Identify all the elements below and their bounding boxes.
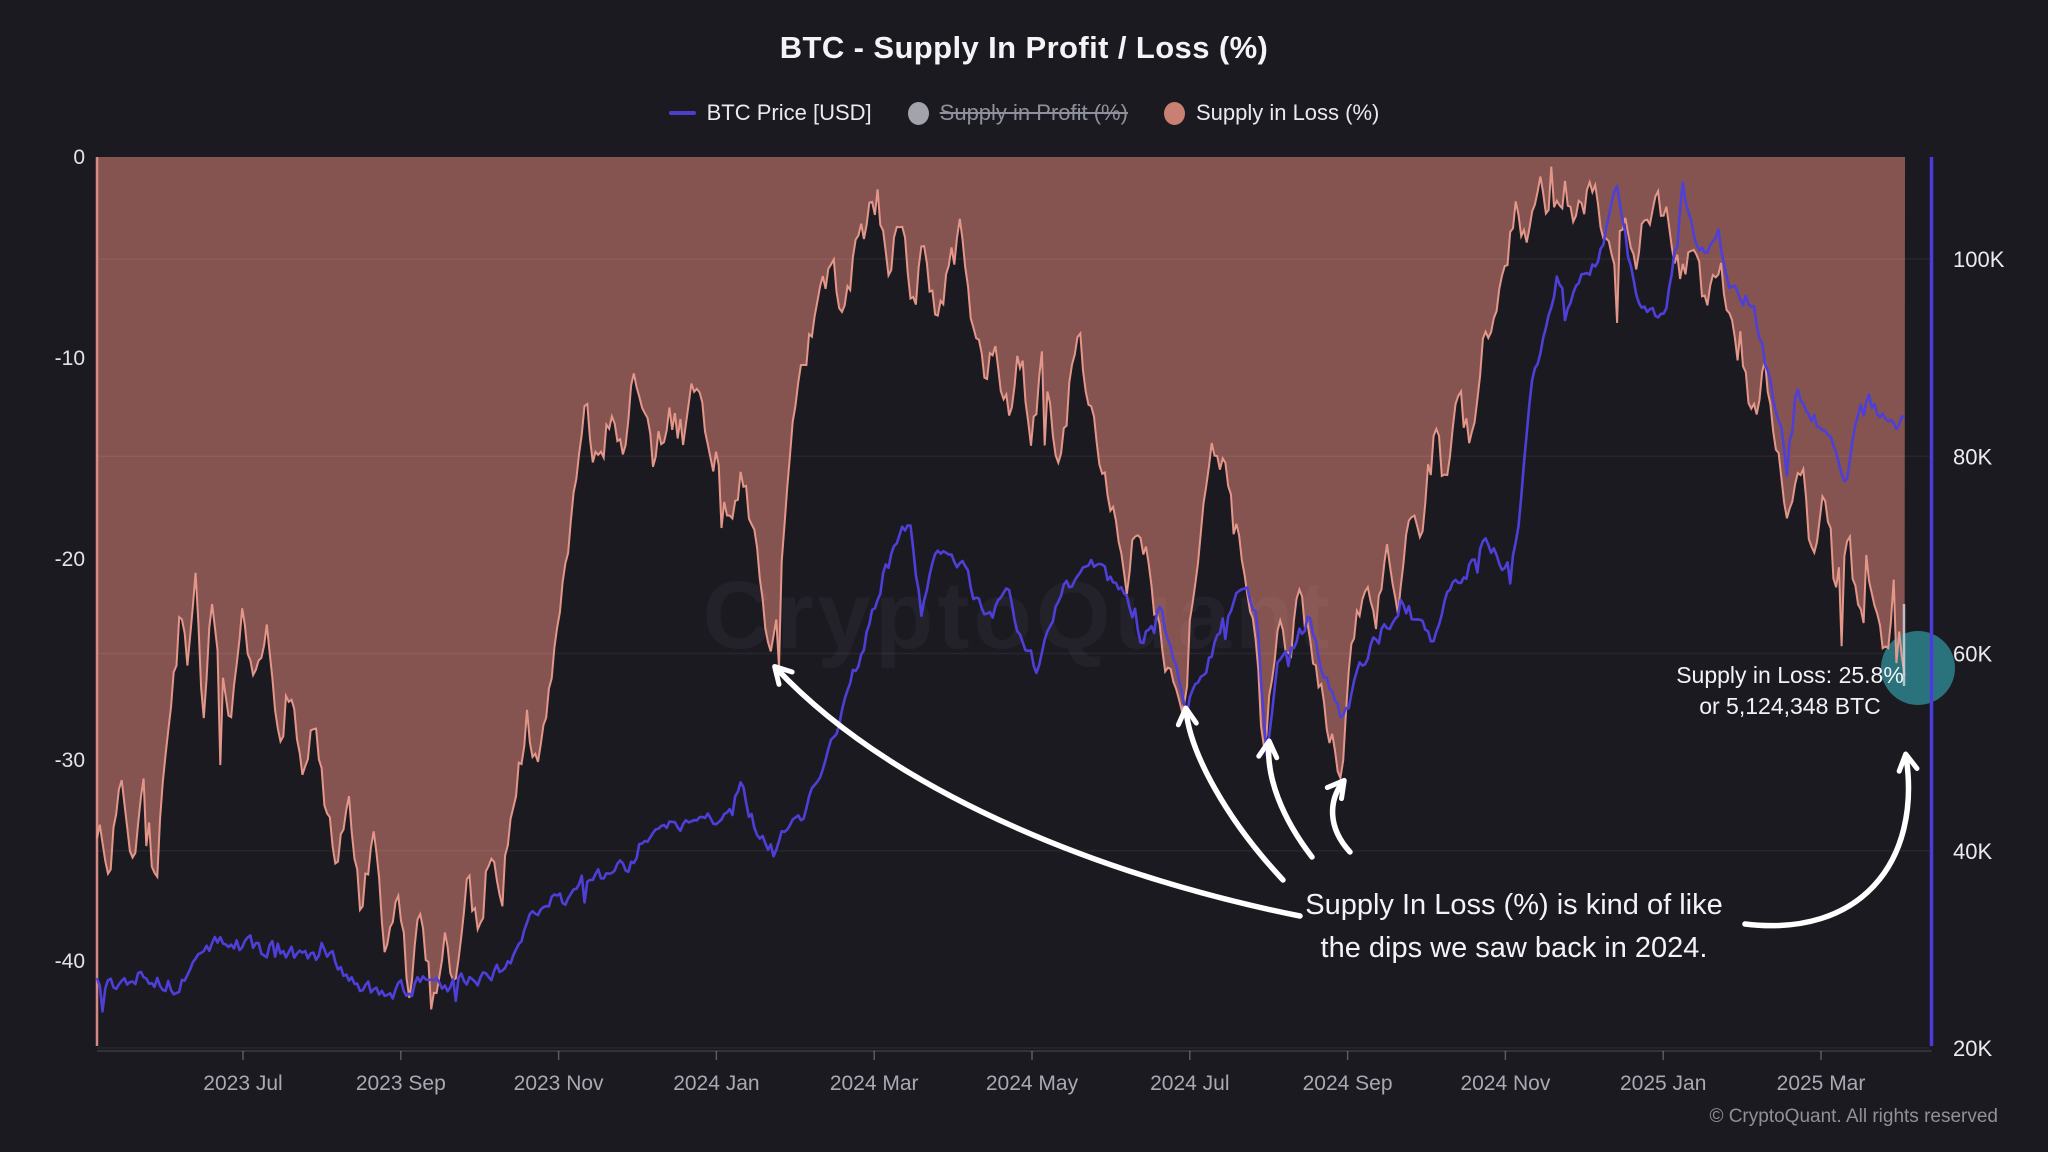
- dips-note: Supply In Loss (%) is kind of like the d…: [1258, 884, 1770, 970]
- loss-callout: Supply in Loss: 25.8% or 5,124,348 BTC: [1606, 660, 1974, 722]
- watermark: CryptoQuant: [703, 562, 1334, 669]
- x-axis-tick-label: 2025 Jan: [1620, 1072, 1706, 1095]
- x-axis-tick-label: 2023 Jul: [203, 1072, 282, 1095]
- right-axis-tick-label: 80K: [1953, 444, 1992, 469]
- legend: BTC Price [USD] Supply in Profit (%) Sup…: [0, 100, 2048, 126]
- left-axis-tick-label: 0: [73, 146, 85, 169]
- legend-label: Supply in Profit (%): [939, 100, 1128, 125]
- arrow-to-2024aug-dip: [1256, 738, 1315, 860]
- x-axis-tick-label: 2025 Mar: [1777, 1072, 1866, 1095]
- x-axis-tick-label: 2024 Jul: [1150, 1072, 1229, 1095]
- left-axis-tick-label: -40: [55, 950, 85, 973]
- arrow-to-2024jan-dip: [772, 664, 1303, 919]
- legend-label: Supply in Loss (%): [1195, 100, 1380, 125]
- dips-note-line2: the dips we saw back in 2024.: [1320, 932, 1708, 964]
- arrow-to-2024jul-dip: [1175, 705, 1286, 883]
- circle-marker-icon: [1163, 101, 1185, 125]
- right-axis-tick-label: 40K: [1953, 839, 1992, 864]
- circle-marker-icon: [907, 101, 929, 125]
- loss-callout-line1: Supply in Loss: 25.8%: [1676, 662, 1904, 688]
- left-axis-tick-label: -10: [55, 347, 85, 370]
- btc-price-line: [95, 181, 1905, 1013]
- last-point-marker: [1881, 631, 1955, 705]
- supply-in-loss-area: [97, 157, 1905, 1010]
- x-axis-tick-label: 2024 Jan: [673, 1072, 759, 1095]
- dips-note-line1: Supply In Loss (%) is kind of like: [1305, 889, 1723, 921]
- x-axis-tick-label: 2024 Mar: [830, 1072, 919, 1095]
- x-axis-tick-label: 2023 Sep: [356, 1072, 446, 1095]
- arrow-to-2024sep-dip: [1324, 777, 1353, 855]
- x-axis-tick-label: 2024 May: [986, 1072, 1079, 1095]
- legend-item-supply-in-profit[interactable]: Supply in Profit (%): [907, 100, 1128, 126]
- line-marker-icon: [668, 111, 696, 115]
- x-axis-tick-label: 2023 Nov: [514, 1072, 604, 1095]
- right-axis-tick-label: 60K: [1953, 642, 1992, 667]
- x-axis-tick-label: 2024 Sep: [1303, 1072, 1393, 1095]
- copyright-notice: © CryptoQuant. All rights reserved: [1709, 1106, 1998, 1127]
- right-axis-tick-label: 20K: [1953, 1036, 1992, 1061]
- page-title: BTC - Supply In Profit / Loss (%): [779, 30, 1269, 65]
- legend-label: BTC Price [USD]: [706, 100, 872, 125]
- x-axis-tick-label: 2024 Nov: [1460, 1072, 1550, 1095]
- arrow-to-current-dip: [1742, 751, 1920, 929]
- loss-callout-line2: or 5,124,348 BTC: [1699, 693, 1881, 719]
- legend-item-btc-price[interactable]: BTC Price [USD]: [668, 100, 872, 126]
- left-axis-tick-label: -20: [55, 548, 85, 571]
- right-axis-tick-label: 100K: [1953, 247, 2005, 272]
- legend-item-supply-in-loss[interactable]: Supply in Loss (%): [1163, 100, 1380, 126]
- left-axis-tick-label: -30: [55, 749, 85, 772]
